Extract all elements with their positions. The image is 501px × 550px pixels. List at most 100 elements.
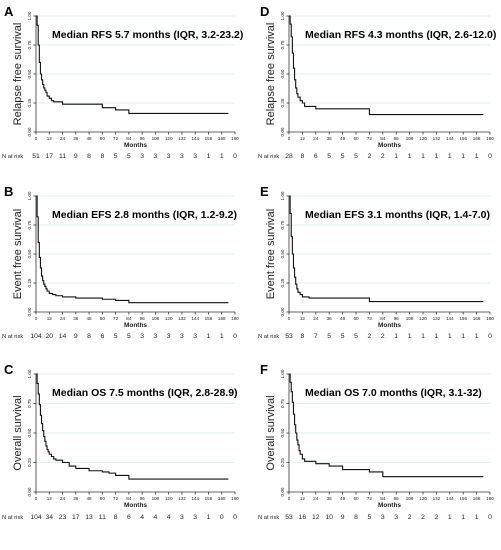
x-tick-label: 96: [140, 136, 146, 141]
x-axis-label: Months: [124, 322, 147, 329]
y-tick-label: 0.50: [280, 428, 285, 437]
at-risk-count: 1: [220, 333, 224, 340]
x-tick-label: 120: [165, 496, 173, 501]
x-tick-label: 108: [152, 496, 160, 501]
at-risk-count: 8: [301, 333, 305, 340]
x-tick-label: 168: [218, 496, 226, 501]
x-tick-label: 36: [327, 316, 333, 321]
at-risk-count: 5: [341, 333, 345, 340]
survival-curve: [289, 195, 484, 303]
y-tick-label: 0.00: [27, 487, 32, 496]
y-tick-label: 0.00: [27, 127, 32, 136]
x-tick-label: 60: [100, 316, 106, 321]
x-tick-label: 156: [205, 136, 213, 141]
y-axis-label: Overall survival: [265, 395, 277, 470]
at-risk-label: N at risk: [258, 154, 279, 160]
y-tick-label: 1.00: [27, 11, 32, 20]
at-risk-count: 0: [233, 333, 237, 340]
x-tick-label: 72: [367, 316, 373, 321]
median-annotation: Median RFS 5.7 months (IQR, 3.2-23.2): [52, 29, 243, 41]
x-tick-label: 144: [446, 316, 454, 321]
at-risk-count: 2: [368, 153, 372, 160]
at-risk-count: 5: [368, 514, 372, 521]
x-tick-label: 72: [113, 496, 119, 501]
x-tick-label: 120: [419, 136, 427, 141]
x-tick-label: 108: [152, 316, 160, 321]
at-risk-count: 4: [154, 514, 158, 521]
x-axis-label: Months: [378, 142, 401, 149]
at-risk-count: 53: [285, 333, 293, 340]
x-tick-label: 60: [353, 136, 359, 141]
x-tick-label: 60: [353, 496, 359, 501]
x-tick-label: 12: [47, 316, 53, 321]
x-tick-label: 144: [191, 496, 199, 501]
x-tick-label: 12: [47, 136, 53, 141]
x-tick-label: 24: [60, 316, 66, 321]
y-tick-label: 0.50: [27, 249, 32, 258]
at-risk-label: N at risk: [2, 515, 23, 521]
x-axis-label: Months: [378, 502, 401, 509]
median-annotation: Median EFS 2.8 months (IQR, 1.2-9.2): [52, 209, 237, 221]
at-risk-count: 8: [354, 514, 358, 521]
at-risk-count: 9: [74, 153, 78, 160]
x-tick-label: 168: [473, 316, 481, 321]
x-tick-label: 0: [288, 496, 291, 501]
x-tick-label: 0: [288, 316, 291, 321]
at-risk-count: 13: [85, 514, 93, 521]
panel-letter: C: [4, 362, 14, 377]
x-axis-label: Months: [124, 502, 147, 509]
at-risk-count: 8: [114, 514, 118, 521]
x-tick-label: 36: [73, 316, 79, 321]
at-risk-label: N at risk: [2, 154, 23, 160]
x-tick-label: 120: [419, 316, 427, 321]
at-risk-count: 1: [207, 153, 211, 160]
y-tick-label: 0.25: [280, 98, 285, 107]
at-risk-count: 7: [314, 333, 318, 340]
panel-letter: F: [260, 362, 268, 377]
x-tick-label: 48: [87, 316, 93, 321]
x-tick-label: 180: [486, 496, 494, 501]
at-risk-count: 3: [193, 153, 197, 160]
y-tick-label: 0.75: [27, 40, 32, 49]
x-tick-label: 72: [367, 136, 373, 141]
y-axis-label: Relapse free survival: [12, 23, 24, 126]
x-tick-label: 84: [126, 316, 132, 321]
survival-curve: [36, 373, 229, 480]
at-risk-count: 3: [193, 333, 197, 340]
at-risk-count: 20: [45, 333, 53, 340]
at-risk-count: 3: [180, 514, 184, 521]
x-tick-label: 168: [473, 496, 481, 501]
at-risk-count: 104: [30, 333, 42, 340]
x-tick-label: 108: [406, 316, 414, 321]
x-tick-label: 60: [353, 316, 359, 321]
y-tick-label: 1.00: [280, 191, 285, 200]
at-risk-count: 9: [74, 333, 78, 340]
x-tick-label: 156: [205, 496, 213, 501]
at-risk-count: 2: [368, 333, 372, 340]
at-risk-count: 3: [140, 333, 144, 340]
x-tick-label: 120: [419, 496, 427, 501]
x-tick-label: 156: [459, 316, 467, 321]
at-risk-count: 23: [59, 514, 67, 521]
x-tick-label: 96: [140, 496, 146, 501]
median-annotation: Median OS 7.0 months (IQR, 3.1-32): [305, 387, 482, 399]
x-axis-label: Months: [124, 142, 147, 149]
median-annotation: Median RFS 4.3 months (IQR, 2.6-12.0): [305, 29, 496, 41]
at-risk-count: 2: [381, 153, 385, 160]
x-tick-label: 168: [218, 136, 226, 141]
at-risk-count: 51: [32, 153, 40, 160]
x-tick-label: 24: [313, 316, 319, 321]
at-risk-count: 1: [207, 514, 211, 521]
at-risk-count: 1: [448, 333, 452, 340]
at-risk-count: 5: [114, 333, 118, 340]
at-risk-count: 1: [475, 514, 479, 521]
y-tick-label: 0.50: [280, 249, 285, 258]
at-risk-count: 2: [435, 514, 439, 521]
at-risk-count: 1: [448, 153, 452, 160]
x-tick-label: 72: [367, 496, 373, 501]
y-tick-label: 0.75: [280, 40, 285, 49]
x-tick-label: 84: [126, 496, 132, 501]
